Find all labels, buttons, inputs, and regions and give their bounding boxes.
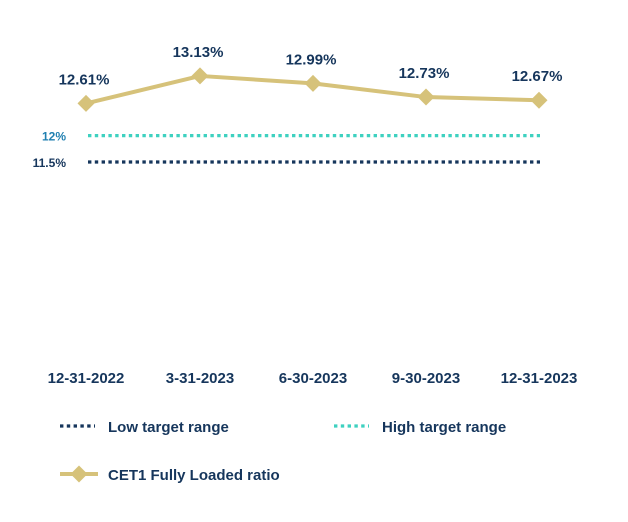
data-label: 13.13% [173,44,224,61]
reference-line-label: 12% [42,130,66,144]
data-label: 12.99% [286,51,337,68]
series-group [77,67,548,112]
data-point-marker [191,67,209,85]
legend: Low target range High target range CET1 Fu… [60,419,506,484]
reference-line-label: 11.5% [33,156,67,170]
data-point-marker [530,91,548,109]
legend-label-high-target: High target range [382,419,506,436]
x-tick-label: 12-31-2023 [501,370,578,387]
x-tick-label: 6-30-2023 [279,370,347,387]
reference-lines-group: 12% 11.5% [33,130,540,170]
x-axis-ticks: 12-31-2022 3-31-2023 6-30-2023 9-30-2023 12-… [48,370,578,387]
legend-label-cet1: CET1 Fully Loaded ratio [108,467,280,484]
data-point-marker [304,74,322,92]
data-point-marker [417,88,435,106]
x-tick-label: 3-31-2023 [166,370,234,387]
data-labels-group: 12.61% 13.13% 12.99% 12.73% 12.67% [59,44,563,88]
legend-label-low-target: Low target range [108,419,229,436]
data-label: 12.61% [59,71,110,88]
data-label: 12.73% [399,65,450,82]
x-tick-label: 12-31-2022 [48,370,125,387]
data-label: 12.67% [512,68,563,85]
x-tick-label: 9-30-2023 [392,370,460,387]
legend-swatch-cet1-diamond [70,465,88,483]
data-point-marker [77,94,95,112]
